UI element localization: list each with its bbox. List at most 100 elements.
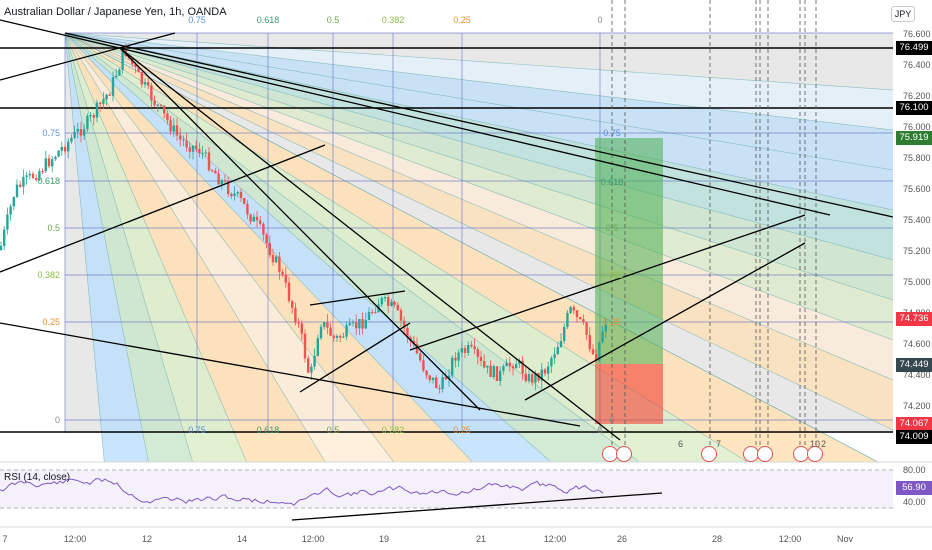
candle-body <box>159 104 163 106</box>
candle-body <box>147 82 150 86</box>
candle-body <box>169 120 172 132</box>
candle-body <box>604 324 607 332</box>
candle-body <box>444 377 447 380</box>
time-tick-label: 19 <box>379 534 389 544</box>
candle-body <box>598 342 601 361</box>
candle-body <box>227 181 230 194</box>
candle-body <box>63 146 67 152</box>
trendline[interactable] <box>119 47 621 441</box>
rsi-trendline[interactable] <box>291 492 663 521</box>
candle-body <box>495 366 499 381</box>
candle-body <box>207 152 211 171</box>
trendline[interactable] <box>0 144 326 273</box>
candle-body <box>486 365 489 368</box>
trendline[interactable] <box>0 19 831 216</box>
rsi-pane[interactable] <box>0 469 893 521</box>
candle-body <box>540 369 543 381</box>
chart-title: Australian Dollar / Japanese Yen, 1h, OA… <box>4 6 227 18</box>
candle-body <box>284 274 287 283</box>
fib-bottom-label: 0.5 <box>327 425 340 435</box>
candle-body <box>76 128 79 132</box>
candle-body <box>275 256 278 263</box>
time-tick-label: 21 <box>476 534 486 544</box>
candle-body <box>323 322 326 327</box>
event-marker-icon[interactable] <box>616 446 632 462</box>
candle-body <box>156 104 159 106</box>
trendline[interactable] <box>0 322 581 427</box>
trendline[interactable] <box>0 32 176 81</box>
candle-body <box>281 271 284 275</box>
candle-body <box>246 203 249 215</box>
price-tag: 74.736 <box>896 312 932 326</box>
candle-body <box>38 171 41 180</box>
price-tag: 74.067 <box>896 417 932 431</box>
candle-body <box>601 331 604 343</box>
rsi-label[interactable]: RSI (14, close) <box>4 472 71 483</box>
candle-body <box>291 301 294 308</box>
candle-body <box>198 148 201 154</box>
candle-body <box>435 377 438 389</box>
trendline[interactable] <box>309 290 406 306</box>
candle-body <box>409 337 412 341</box>
candle-body <box>527 374 531 381</box>
trendline[interactable] <box>64 32 893 218</box>
candle-body <box>137 67 140 73</box>
candle-body <box>150 85 153 101</box>
candle-body <box>86 115 89 130</box>
price-tick-label: 76.400 <box>903 60 931 70</box>
price-tick-label: 76.600 <box>903 29 931 39</box>
trendline[interactable] <box>524 242 806 401</box>
candle-body <box>326 322 329 328</box>
candle-body <box>191 145 195 152</box>
candle-body <box>9 206 12 215</box>
candle-body <box>393 301 396 305</box>
trendline[interactable] <box>119 47 481 411</box>
candle-body <box>489 365 492 378</box>
loss-zone[interactable] <box>595 364 663 424</box>
price-tick-label: 75.000 <box>903 277 931 287</box>
event-marker-icon[interactable] <box>807 446 823 462</box>
candle-body <box>79 128 83 136</box>
currency-badge[interactable]: JPY <box>891 6 915 22</box>
candle-body <box>83 129 86 136</box>
candle-body <box>319 326 323 339</box>
fib-bottom-label: 0 <box>597 425 602 435</box>
candle-body <box>342 336 345 338</box>
candle-body <box>470 344 473 347</box>
fib-left-label: 0.75 <box>42 128 60 138</box>
candle-body <box>419 353 422 361</box>
fib-labels: 0.75 0.618 0.5 0.382 0.25 0 0.75 0.618 0.5 0.382 0… <box>37 15 623 435</box>
candle-body <box>383 297 387 299</box>
time-tick-label: 28 <box>712 534 722 544</box>
candle-body <box>15 184 19 198</box>
candle-body <box>412 340 415 345</box>
candle-body <box>271 255 275 263</box>
vertical-dashed-lines <box>611 0 817 462</box>
candle-body <box>115 75 118 78</box>
candle-body <box>99 102 102 104</box>
price-plot[interactable]: 0.75 0.618 0.5 0.382 0.25 0 0.75 0.618 0.5 0.382 0… <box>0 0 893 470</box>
candle-body <box>57 150 60 157</box>
rsi-axis-label: 80.00 <box>903 465 926 475</box>
fib-left-label: 0.5 <box>47 223 60 233</box>
price-tag: 75.919 <box>896 131 932 145</box>
candle-body <box>364 319 367 329</box>
candle-body <box>460 348 463 353</box>
trendline[interactable] <box>299 322 411 393</box>
candle-body <box>44 158 47 172</box>
candle-body <box>457 352 460 361</box>
event-marker-icon[interactable] <box>701 446 717 462</box>
time-axis[interactable]: 7 12:00 12 14 12:00 19 21 12:00 26 28 12:00 Nov <box>2 534 853 544</box>
candle-body <box>403 320 406 328</box>
candle-body <box>255 216 259 221</box>
candle-body <box>51 159 54 167</box>
fib-right-label: 0.618 <box>601 177 624 187</box>
candle-body <box>499 370 502 381</box>
event-marker-icon[interactable] <box>757 446 773 462</box>
candle-body <box>406 327 409 338</box>
candle-body <box>367 312 371 320</box>
candle-body <box>92 115 95 118</box>
trendline[interactable] <box>409 214 806 351</box>
rsi-value-tag: 56.90 <box>896 481 932 495</box>
